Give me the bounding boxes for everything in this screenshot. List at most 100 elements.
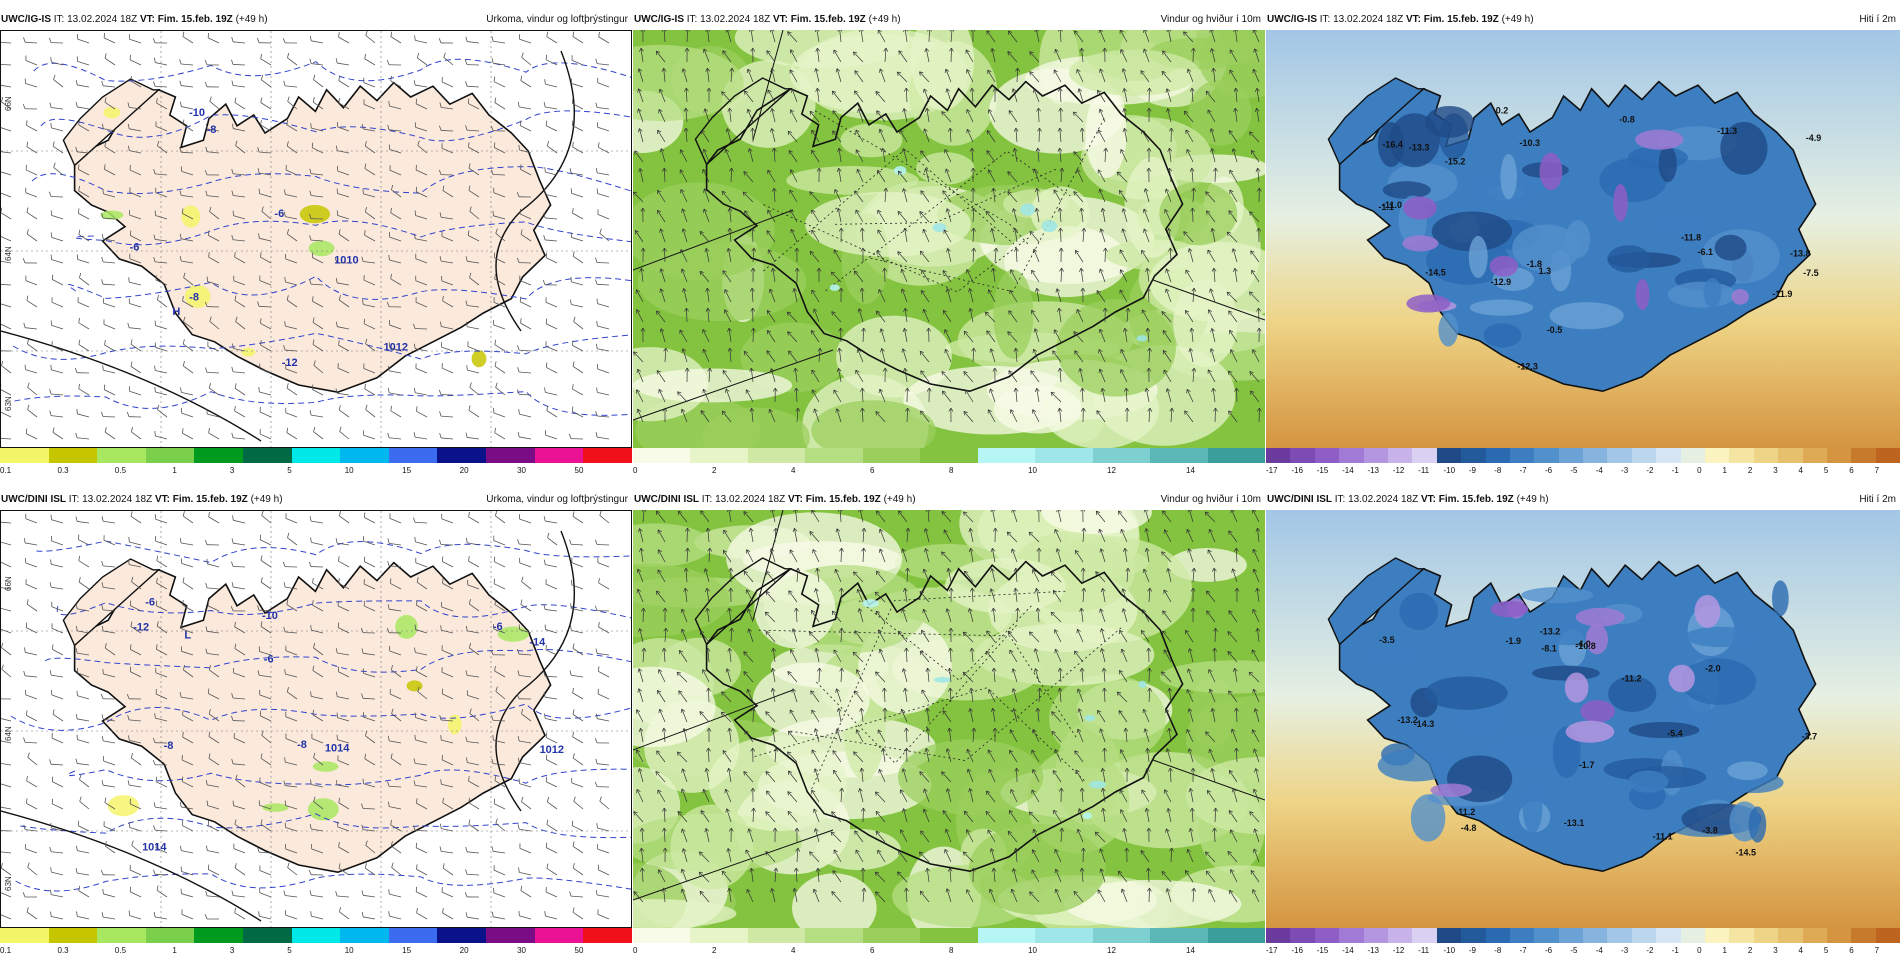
colorbar-tick-label: 7	[1875, 466, 1879, 475]
temperature-value: -1.9	[1505, 636, 1521, 646]
colorbar-tick-label: -3	[1621, 466, 1628, 475]
colorbar-tick-label: -2	[1646, 946, 1653, 955]
temperature-value: 0.2	[1496, 106, 1509, 116]
isoline-label: -14	[529, 636, 546, 648]
colorbar-cell	[1729, 448, 1753, 463]
colorbar-cell	[1803, 928, 1827, 943]
colorbar-tick-label: -14	[1342, 946, 1354, 955]
temperature-value: -7.5	[1803, 268, 1819, 278]
colorbar-tick-label: 4	[1799, 946, 1803, 955]
isoline-label: -6	[145, 597, 155, 609]
colorbar-cell	[1208, 448, 1265, 463]
colorbar-tick-label: 0.3	[57, 946, 68, 955]
colorbar-cell	[863, 928, 920, 943]
temp-map[interactable]: -16.4-14.5-12.3-11.8-11.9-11.0-1.1-11.3-…	[1266, 30, 1900, 448]
init-time: IT: 13.02.2024 18Z	[1320, 14, 1403, 25]
colorbar-cell	[146, 448, 195, 463]
temperature-value: -4.8	[1461, 823, 1477, 833]
colorbar-cell	[1705, 928, 1729, 943]
temperature-value: -8.1	[1541, 643, 1557, 653]
temperature-value: -11.9	[1772, 289, 1792, 299]
colorbar-tick-label: 15	[402, 946, 411, 955]
temperature-value: -14.5	[1735, 847, 1756, 857]
temperature-value: -11.1	[1653, 832, 1673, 842]
colorbar-tick-label: 5	[1824, 946, 1828, 955]
colorbar-tick-label: 2	[1748, 946, 1752, 955]
temperature-value: -10.3	[1519, 138, 1540, 148]
colorbar-cell	[1607, 448, 1631, 463]
colorbar-tick-label: 20	[460, 946, 469, 955]
model-name: UWC/IG-IS	[634, 14, 684, 25]
colorbar-tick-label: -7	[1520, 946, 1527, 955]
colorbar-cell	[1093, 928, 1150, 943]
colorbar-tick-label: -8	[1494, 466, 1501, 475]
colorbar-tick-label: -7	[1520, 466, 1527, 475]
colorbar-tick-label: -17	[1266, 946, 1278, 955]
colorbar-tick-label: -15	[1317, 946, 1329, 955]
panel-title: Úrkoma, vindur og loftþrýstingur	[486, 14, 628, 25]
colorbar-tick-label: 10	[1028, 466, 1037, 475]
colorbar-tick-label: 4	[791, 946, 795, 955]
colorbar-cell	[1632, 448, 1656, 463]
latitude-label: 64N	[4, 246, 13, 261]
colorbar-cell	[690, 928, 747, 943]
panel-header: UWC/IG-IS IT: 13.02.2024 18Z VT: Fim. 15…	[1266, 14, 1900, 30]
colorbar-tick-label: 5	[287, 466, 291, 475]
colorbar-tick-label: 50	[575, 466, 584, 475]
wind-map[interactable]	[633, 30, 1265, 448]
temp-map[interactable]: -14.3-13.2-11.2-13.1-2.0-3.7-4.8-5.4-13.…	[1266, 510, 1900, 928]
colorbar-cell	[0, 928, 49, 943]
colorbar-cell	[437, 928, 486, 943]
temperature-value: -6.1	[1697, 247, 1713, 257]
temperature-value: -1.7	[1579, 760, 1595, 770]
colorbar-tick-label: -6	[1545, 466, 1552, 475]
colorbar-tick-label: 3	[1773, 946, 1777, 955]
temperature-value: -14.5	[1425, 268, 1446, 278]
isoline-label: 1012	[540, 744, 564, 756]
panel-title: Vindur og hviður í 10m	[1161, 14, 1261, 25]
colorbar-cell	[437, 448, 486, 463]
colorbar-tick-label: 14	[1186, 946, 1195, 955]
colorbar-cell	[1827, 448, 1851, 463]
colorbar-cell	[1339, 928, 1363, 943]
colorbar-cell	[1461, 928, 1485, 943]
colorbar-tick-label: 0.3	[57, 466, 68, 475]
colorbar-tick-label: 50	[575, 946, 584, 955]
temp-colorbar-ticks: -17-16-15-14-13-12-11-10-9-8-7-6-5-4-3-2…	[1266, 466, 1900, 476]
lead-time: (+49 h)	[251, 494, 283, 505]
colorbar-cell	[194, 448, 243, 463]
temperature-value: -11.3	[1717, 126, 1737, 136]
colorbar-tick-label: 4	[791, 466, 795, 475]
colorbar-cell	[243, 448, 292, 463]
colorbar-tick-label: -11	[1418, 946, 1429, 955]
colorbar-cell	[0, 448, 49, 463]
model-name: UWC/DINI ISL	[1, 494, 66, 505]
colorbar-tick-label: -4	[1596, 946, 1603, 955]
isoline-label: -6	[130, 242, 140, 254]
colorbar-cell	[535, 448, 584, 463]
temperature-value: -13.1	[1564, 818, 1585, 828]
isoline-label: -8	[207, 124, 217, 136]
temperature-value: -2.0	[1705, 664, 1721, 674]
colorbar-tick-label: 2	[712, 946, 716, 955]
colorbar-tick-label: -16	[1291, 946, 1303, 955]
colorbar-cell	[1412, 448, 1436, 463]
lead-time: (+49 h)	[1502, 14, 1534, 25]
init-time: IT: 13.02.2024 18Z	[54, 14, 137, 25]
colorbar-cell	[748, 928, 805, 943]
temp-colorbar-ticks: -17-16-15-14-13-12-11-10-9-8-7-6-5-4-3-2…	[1266, 946, 1900, 956]
colorbar-cell	[1266, 448, 1290, 463]
colorbar-cell	[1412, 928, 1436, 943]
colorbar-cell	[1150, 448, 1207, 463]
colorbar-tick-label: 1	[1722, 946, 1726, 955]
temperature-value: -12.3	[1517, 362, 1538, 372]
colorbar-tick-label: 30	[517, 466, 526, 475]
colorbar-cell	[1093, 448, 1150, 463]
colorbar-tick-label: -6	[1545, 946, 1552, 955]
colorbar-tick-label: 14	[1186, 466, 1195, 475]
temperature-value: -11.2	[1621, 674, 1641, 684]
wind-map[interactable]	[633, 510, 1265, 928]
